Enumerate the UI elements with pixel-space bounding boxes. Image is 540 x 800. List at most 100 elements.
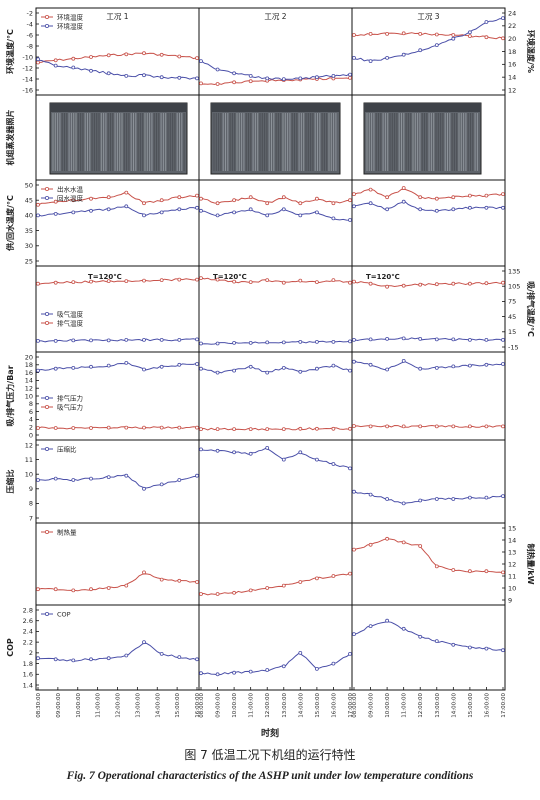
data-point	[159, 52, 164, 57]
legend-label: 吸气压力	[57, 402, 83, 411]
data-point	[215, 370, 220, 375]
data-point	[501, 280, 505, 285]
data-point	[265, 668, 270, 672]
data-point	[401, 626, 406, 631]
data-point	[177, 655, 182, 659]
temperature-annotation: T=120℃	[88, 273, 122, 281]
data-point	[124, 204, 129, 209]
y-tick-label: 0	[29, 431, 33, 439]
data-point	[314, 75, 319, 80]
data-point	[248, 280, 253, 285]
data-point	[195, 580, 199, 584]
data-point	[484, 646, 489, 651]
data-point	[484, 205, 489, 210]
data-point	[248, 207, 253, 212]
data-point	[89, 196, 93, 201]
series-line	[353, 337, 504, 342]
data-point	[314, 457, 319, 462]
data-point	[195, 277, 199, 282]
series-line	[353, 538, 504, 574]
data-point	[368, 362, 373, 367]
data-point	[385, 618, 390, 623]
y-tick-label: 12	[25, 385, 33, 393]
y-tick-label: 6	[29, 408, 33, 416]
legend-label: 出水水温	[57, 184, 84, 193]
data-point	[142, 640, 146, 644]
series-line	[37, 59, 198, 80]
y-tick-label: -12	[22, 64, 33, 72]
data-point	[248, 340, 253, 345]
data-point	[53, 366, 58, 371]
legend-marker	[45, 446, 50, 451]
data-point	[401, 283, 406, 288]
data-point	[467, 645, 472, 650]
data-point	[401, 52, 406, 57]
data-point	[106, 279, 111, 284]
data-point	[484, 362, 489, 367]
data-point	[215, 427, 220, 432]
data-point	[401, 540, 406, 545]
data-point	[159, 210, 164, 215]
data-point	[331, 201, 336, 206]
evaporator-photo	[49, 102, 188, 175]
y2-axis-label: 制热量/kW	[526, 543, 536, 584]
data-point	[215, 277, 220, 282]
data-point	[331, 574, 336, 578]
data-point	[368, 59, 373, 63]
y2-tick-label: 15	[508, 328, 516, 336]
data-point	[124, 52, 129, 57]
y-tick-label: 50	[25, 181, 33, 189]
y-tick-label: -4	[27, 20, 33, 28]
data-point	[298, 450, 303, 455]
y2-tick-label: 75	[508, 298, 516, 306]
series-line	[353, 18, 504, 62]
series-line	[353, 200, 504, 212]
data-point	[248, 195, 253, 200]
data-point	[53, 199, 58, 204]
x-tick-label: 10:00:00	[76, 693, 82, 718]
data-point	[418, 544, 423, 548]
data-point	[265, 201, 270, 206]
data-point	[467, 569, 472, 574]
data-point	[195, 56, 199, 60]
data-point	[215, 201, 220, 206]
legend-marker	[45, 404, 50, 409]
y-tick-label: 12	[25, 441, 33, 449]
data-point	[484, 424, 489, 429]
data-point	[265, 427, 270, 432]
data-point	[71, 198, 76, 203]
data-point	[195, 205, 199, 210]
data-point	[89, 208, 93, 213]
figure-canvas: 工况 1 工况 2 工况 3 机组蒸发器照片 -16 -14 -12 -10 -8 -6 -4 -2 1…	[5, 7, 536, 739]
x-tick-label: 14:00:00	[155, 693, 161, 718]
data-point	[401, 358, 406, 363]
legend-marker	[45, 530, 50, 535]
data-point	[368, 201, 373, 206]
data-point	[401, 424, 406, 429]
x-tick-label: 14:00:00	[451, 693, 457, 718]
data-point	[248, 427, 253, 432]
data-point	[232, 368, 237, 373]
figure-caption-en: Fig. 7 Operational characteristics of th…	[66, 770, 474, 782]
data-point	[314, 280, 319, 285]
y-tick-label: -2	[27, 9, 33, 17]
data-point	[467, 337, 472, 342]
data-point	[53, 63, 58, 68]
data-point	[232, 198, 237, 203]
data-point	[348, 198, 352, 203]
data-point	[281, 427, 286, 432]
data-point	[281, 280, 286, 285]
y-tick-label: 35	[25, 227, 33, 235]
y-tick-label: 10	[25, 471, 33, 479]
data-point	[484, 337, 489, 342]
data-point	[177, 478, 182, 482]
data-point	[348, 76, 352, 80]
data-point	[89, 68, 93, 73]
data-point	[248, 669, 253, 674]
series-line	[200, 60, 351, 81]
data-point	[248, 364, 253, 369]
data-point	[232, 427, 237, 432]
condition-title: 工况 2	[264, 12, 286, 21]
data-point	[53, 211, 58, 216]
y-tick-label: 14	[25, 377, 33, 385]
